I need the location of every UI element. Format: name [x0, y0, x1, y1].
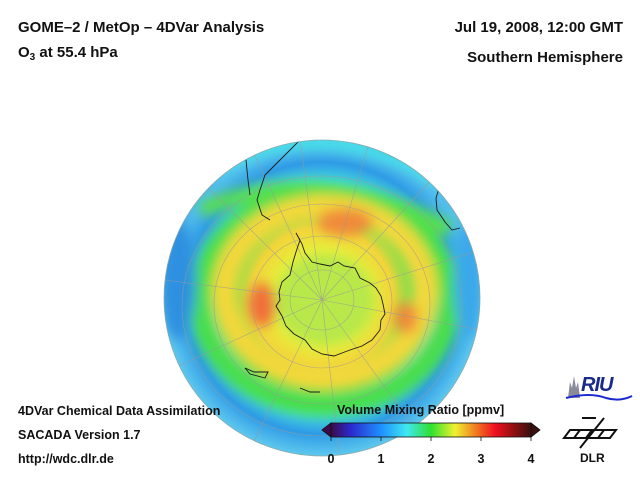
- title-line-1: GOME–2 / MetOp – 4DVar Analysis: [18, 19, 265, 36]
- date-label: Jul 19, 2008, 12:00 GMT: [454, 19, 623, 36]
- graticule: [164, 140, 480, 456]
- globe-outline: [163, 139, 481, 457]
- colorbar-gradient: [330, 422, 532, 438]
- colorbar-tick-2: 2: [427, 452, 435, 466]
- colorbar-title: Volume Mixing Ratio [ppmv]: [337, 403, 505, 417]
- species-subscript: 3: [29, 52, 36, 63]
- colorbar: [321, 422, 541, 441]
- colorbar-tick-0: 0: [327, 452, 335, 466]
- ozone-field: [164, 140, 480, 456]
- footer-line-1: 4DVar Chemical Data Assimilation: [18, 404, 221, 418]
- riu-logo-mark: [565, 376, 633, 401]
- riu-logo: RIU: [581, 374, 613, 396]
- pressure-level: at 55.4 hPa: [35, 44, 118, 61]
- footer-url[interactable]: http://wdc.dlr.de: [18, 452, 114, 466]
- footer-version: SACADA Version 1.7: [18, 428, 141, 442]
- species: O: [18, 44, 30, 61]
- colorbar-tick-3: 3: [477, 452, 485, 466]
- colorbar-tick-1: 1: [377, 452, 385, 466]
- dlr-logo: DLR: [580, 451, 605, 465]
- title-line-2: O3 at 55.4 hPa: [18, 44, 118, 63]
- dlr-logo-mark: [562, 417, 618, 449]
- colorbar-max-extend: [530, 422, 541, 438]
- colorbar-tick-4: 4: [527, 452, 535, 466]
- region-label: Southern Hemisphere: [467, 49, 623, 66]
